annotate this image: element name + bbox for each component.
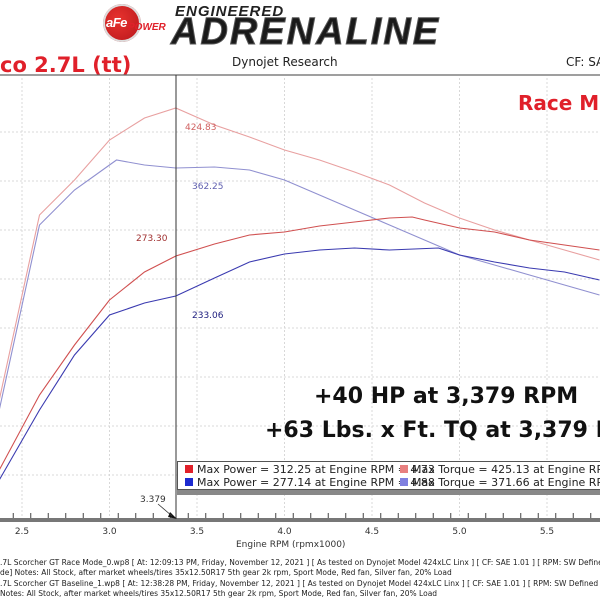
x-tick-label: 3.5 (189, 527, 205, 537)
x-tick-label: 4.0 (277, 527, 292, 537)
x-tick-label: 2.5 (14, 527, 30, 537)
legend-race-power: Max Power = 312.25 at Engine RPM = 4.73 (185, 463, 435, 476)
vehicle-title: co 2.7L (tt) (0, 53, 132, 77)
mode-label: Race M (518, 91, 600, 115)
x-axis-title: Engine RPM (rpmx1000) (236, 540, 346, 550)
tq-gain-text: +63 Lbs. x Ft. TQ at 3,379 RPM (265, 418, 600, 443)
legend-label: Max Power = 312.25 at Engine RPM = 4.73 (197, 463, 435, 476)
annotation-race-power: 273.30 (136, 234, 168, 244)
footnote-race-file: .7L Scorcher GT Race Mode_0.wp8 [ At: 12… (0, 558, 600, 567)
brand-tagline-top: ENGINEERED (175, 3, 285, 20)
series-lines (0, 107, 600, 480)
legend-label: Max Torque = 371.66 at Engine RPM = 3.04 (412, 476, 600, 489)
cursor-arrow-icon (168, 512, 177, 519)
logo-text: aFe (106, 15, 127, 30)
x-tick-label: 3.0 (102, 527, 117, 537)
legend-base-power: Max Power = 277.14 at Engine RPM = 4.88 (185, 476, 435, 489)
correction-factor: CF: SA (566, 55, 600, 69)
legend-label: Max Torque = 425.13 at Engine RPM = 3.35 (412, 463, 600, 476)
logo-power-text: POWER (128, 22, 166, 33)
brand-tagline-main: ADRENALINE (170, 11, 441, 53)
series-line (0, 107, 600, 400)
x-tick-label: 4.5 (364, 527, 380, 537)
gridlines (0, 78, 600, 518)
series-line (0, 159, 600, 410)
legend-race-torque: Max Torque = 425.13 at Engine RPM = 3.35 (400, 463, 600, 476)
footnote-base-file: .7L Scorcher GT Baseline_1.wp8 [ At: 12:… (0, 579, 600, 588)
legend-swatch-icon (400, 478, 408, 486)
annotation-base-power: 233.06 (192, 311, 224, 321)
annotation-race-torque: 424.83 (185, 123, 217, 133)
series-line (0, 216, 600, 470)
afe-logo-badge: aFe (103, 4, 141, 42)
legend-label: Max Power = 277.14 at Engine RPM = 4.88 (197, 476, 435, 489)
hp-gain-text: +40 HP at 3,379 RPM (314, 384, 579, 409)
x-tick-label: 5.5 (539, 527, 555, 537)
legend-swatch-icon (185, 465, 193, 473)
legend-swatch-icon (400, 465, 408, 473)
cursor-rpm-label: 3.379 (140, 495, 166, 505)
series-line (0, 247, 600, 480)
x-tick-label: 5.0 (452, 527, 467, 537)
annotation-base-torque: 362.25 (192, 182, 224, 192)
footnote-base-notes: Notes: All Stock, after market wheels/ti… (0, 589, 438, 598)
footnote-race-notes: de] Notes: All Stock, after market wheel… (0, 568, 452, 577)
chart-source: Dynojet Research (232, 55, 338, 69)
legend-base-torque: Max Torque = 371.66 at Engine RPM = 3.04 (400, 476, 600, 489)
legend-swatch-icon (185, 478, 193, 486)
legend-box: Max Power = 312.25 at Engine RPM = 4.73 … (177, 461, 600, 490)
